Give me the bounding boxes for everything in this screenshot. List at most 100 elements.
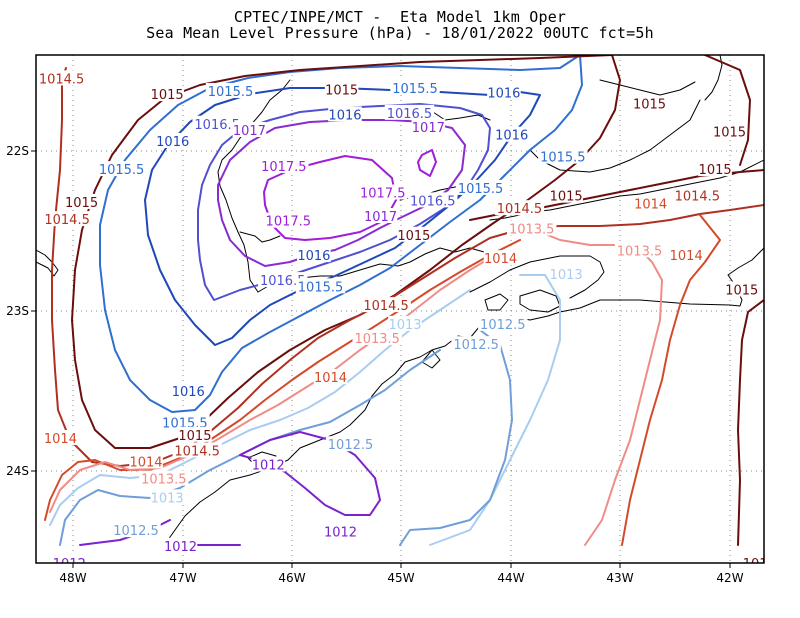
- contour-label-bg: [397, 226, 431, 242]
- contour-label-bg: [408, 192, 458, 208]
- isobar-1013: [429, 274, 561, 546]
- contour-label-bg: [672, 187, 723, 203]
- contour-label-bg: [258, 272, 308, 288]
- contour-label: 1015: [633, 97, 666, 112]
- contour-label-bg: [328, 106, 362, 122]
- contour-label: 1015.5: [298, 280, 344, 295]
- map-frame: [35, 54, 765, 564]
- contour-label-bg: [698, 161, 732, 177]
- contour-label: 1013: [388, 318, 421, 333]
- contour-label-bg: [43, 429, 78, 445]
- y-tick-22s: 22S: [6, 144, 29, 158]
- contour-label: 1017.5: [261, 160, 307, 175]
- contour-label: 1016: [156, 135, 189, 150]
- contour-label: 1016: [487, 87, 520, 102]
- contour-label-bg: [538, 148, 588, 164]
- contour-label-bg: [251, 456, 286, 472]
- contour-label-bg: [150, 489, 184, 505]
- contour-label: 1014: [634, 197, 667, 212]
- contour-label-bg: [111, 522, 161, 538]
- contour-label: 1017.5: [360, 187, 406, 202]
- contour-label: 1015.5: [458, 182, 504, 197]
- isobar-1013-5: [539, 231, 663, 546]
- contour-label-bg: [36, 70, 87, 86]
- contour-label-bg: [549, 265, 583, 281]
- contour-label-bg: [171, 383, 206, 399]
- contour-label-bg: [494, 200, 545, 216]
- contour-label-bg: [172, 442, 222, 458]
- isobar-1012: [239, 431, 381, 516]
- isobar-1015: [704, 55, 751, 166]
- contour-label-bg: [297, 247, 331, 263]
- isobar-1012-5: [59, 349, 441, 546]
- contour-label-bg: [205, 82, 256, 98]
- contour-label: 1016: [495, 129, 528, 144]
- contour-label-bg: [390, 79, 440, 95]
- contour-label: 1016: [172, 385, 205, 400]
- contour-label: 1016.5: [194, 118, 240, 133]
- contour-label: 1014: [44, 432, 77, 447]
- contour-label-bg: [64, 193, 99, 209]
- contour-label-bg: [363, 207, 398, 223]
- contour-label-bg: [633, 195, 668, 211]
- isobar-1012-5: [399, 329, 513, 546]
- map-subtitle: Sea Mean Level Pressure (hPa) - 18/01/20…: [146, 24, 654, 42]
- contour-label: 1017: [233, 124, 266, 139]
- contour-label: 1014.5: [39, 72, 85, 87]
- contour-label: 1014.5: [174, 444, 220, 459]
- contour-label: 1012.5: [480, 318, 526, 333]
- contour-label: 1015.5: [540, 151, 586, 166]
- isobar-1014: [44, 239, 521, 521]
- contour-label-bg: [358, 184, 408, 200]
- contour-label: 1014.5: [497, 202, 543, 217]
- x-tick-42w: 42W: [716, 571, 743, 585]
- contour-label: 1015: [550, 190, 583, 205]
- contour-label: 1013: [151, 491, 184, 506]
- contour-label: 1015: [699, 163, 732, 178]
- contour-label-bg: [263, 212, 313, 228]
- contour-label: 1015.5: [99, 163, 145, 178]
- contour-label-bg: [155, 132, 190, 148]
- contour-label: 1014.5: [675, 190, 721, 205]
- contour-label-bg: [139, 470, 189, 486]
- contour-label-bg: [295, 278, 346, 294]
- contour-label-bg: [325, 436, 376, 452]
- contour-label-bg: [507, 220, 557, 236]
- y-tick-23s: 23S: [6, 304, 29, 318]
- contour-label: 1012.5: [113, 524, 159, 539]
- contour-label: 1014.5: [363, 299, 409, 314]
- contour-label-bg: [96, 161, 147, 177]
- contour-label-bg: [160, 414, 210, 430]
- contour-label: 1013: [550, 268, 583, 283]
- contour-label-bg: [712, 123, 747, 139]
- x-tick-43w: 43W: [606, 571, 633, 585]
- contour-label: 1015: [178, 429, 211, 444]
- contour-label: 1014: [484, 252, 517, 267]
- contour-label: 1015: [325, 83, 358, 98]
- isobar-1017-5: [417, 149, 437, 177]
- contour-label: 1015: [725, 283, 758, 298]
- contour-label-bg: [483, 250, 518, 266]
- isobar-1013-5: [49, 251, 501, 513]
- contour-label-bg: [232, 122, 267, 138]
- contour-label: 1013.5: [141, 473, 187, 488]
- contour-label-bg: [259, 157, 309, 173]
- contour-label: 1012: [324, 526, 357, 541]
- axis-ticks: [31, 150, 731, 568]
- y-tick-24s: 24S: [6, 464, 29, 478]
- contour-label: 1012: [164, 540, 197, 555]
- contour-label-bg: [724, 281, 759, 297]
- contour-label-bg: [384, 104, 435, 120]
- contour-label: 1016.5: [410, 194, 456, 209]
- map-title: CPTEC/INPE/MCT - Eta Model 1km Oper: [233, 8, 567, 26]
- contour-label: 1015.5: [208, 85, 254, 100]
- x-tick-44w: 44W: [497, 571, 524, 585]
- contour-label-bg: [324, 81, 359, 97]
- contour-label: 1013.5: [509, 223, 555, 238]
- contour-label-bg: [361, 297, 411, 313]
- contour-label: 1015: [713, 126, 746, 141]
- contour-label-bg: [313, 368, 348, 384]
- contour-label: 1016: [297, 249, 330, 264]
- contour-label: 1017: [364, 210, 397, 225]
